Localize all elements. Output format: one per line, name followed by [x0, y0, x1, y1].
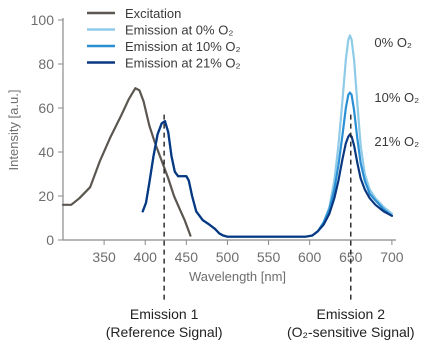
peak-annotation: 0% O₂ — [374, 35, 412, 50]
x-tick-label: 350 — [92, 249, 116, 265]
marker-caption-subtitle: (Reference Signal) — [106, 324, 223, 340]
y-tick-label: 0 — [46, 232, 54, 248]
legend-entry: Excitation — [125, 6, 181, 21]
plot-area — [61, 34, 393, 238]
x-tick-label: 400 — [134, 249, 158, 265]
markers: Emission 1 (Reference Signal) Emission 2 (O… — [106, 114, 415, 340]
peak-annotation: 21% O₂ — [374, 134, 419, 149]
x-tick-label: 450 — [175, 249, 199, 265]
y-tick-label: 100 — [31, 12, 55, 28]
x-tick-label: 550 — [257, 249, 281, 265]
marker-caption-subtitle: (O₂-sensitive Signal) — [287, 324, 415, 340]
y-tick-label: 20 — [38, 188, 54, 204]
series-line-0 — [61, 87, 192, 237]
legend-entry: Emission at 10% O₂ — [125, 39, 241, 54]
series-line-2 — [141, 91, 393, 238]
annotations: 0% O₂ 10% O₂ 21% O₂ — [374, 35, 419, 149]
axes: 0 20 40 60 80 100 350 400 450 500 550 600 650 700 Wave… — [6, 12, 404, 284]
legend-entry: Emission at 0% O₂ — [125, 23, 233, 38]
x-tick-label: 500 — [216, 249, 240, 265]
marker-caption-title: Emission 2 — [317, 306, 386, 322]
y-tick-label: 60 — [38, 100, 54, 116]
peak-annotation: 10% O₂ — [374, 90, 419, 105]
y-axis-title: Intensity [a.u.] — [6, 90, 21, 171]
x-tick-label: 700 — [380, 249, 404, 265]
series-line-3 — [141, 120, 393, 238]
marker-caption-title: Emission 1 — [130, 306, 199, 322]
y-tick-label: 80 — [38, 56, 54, 72]
x-axis-title: Wavelength [nm] — [189, 269, 286, 284]
y-tick-label: 40 — [38, 144, 54, 160]
x-tick-label: 600 — [298, 249, 322, 265]
x-tick-label: 650 — [339, 249, 363, 265]
legend-entry: Emission at 21% O₂ — [125, 56, 241, 71]
